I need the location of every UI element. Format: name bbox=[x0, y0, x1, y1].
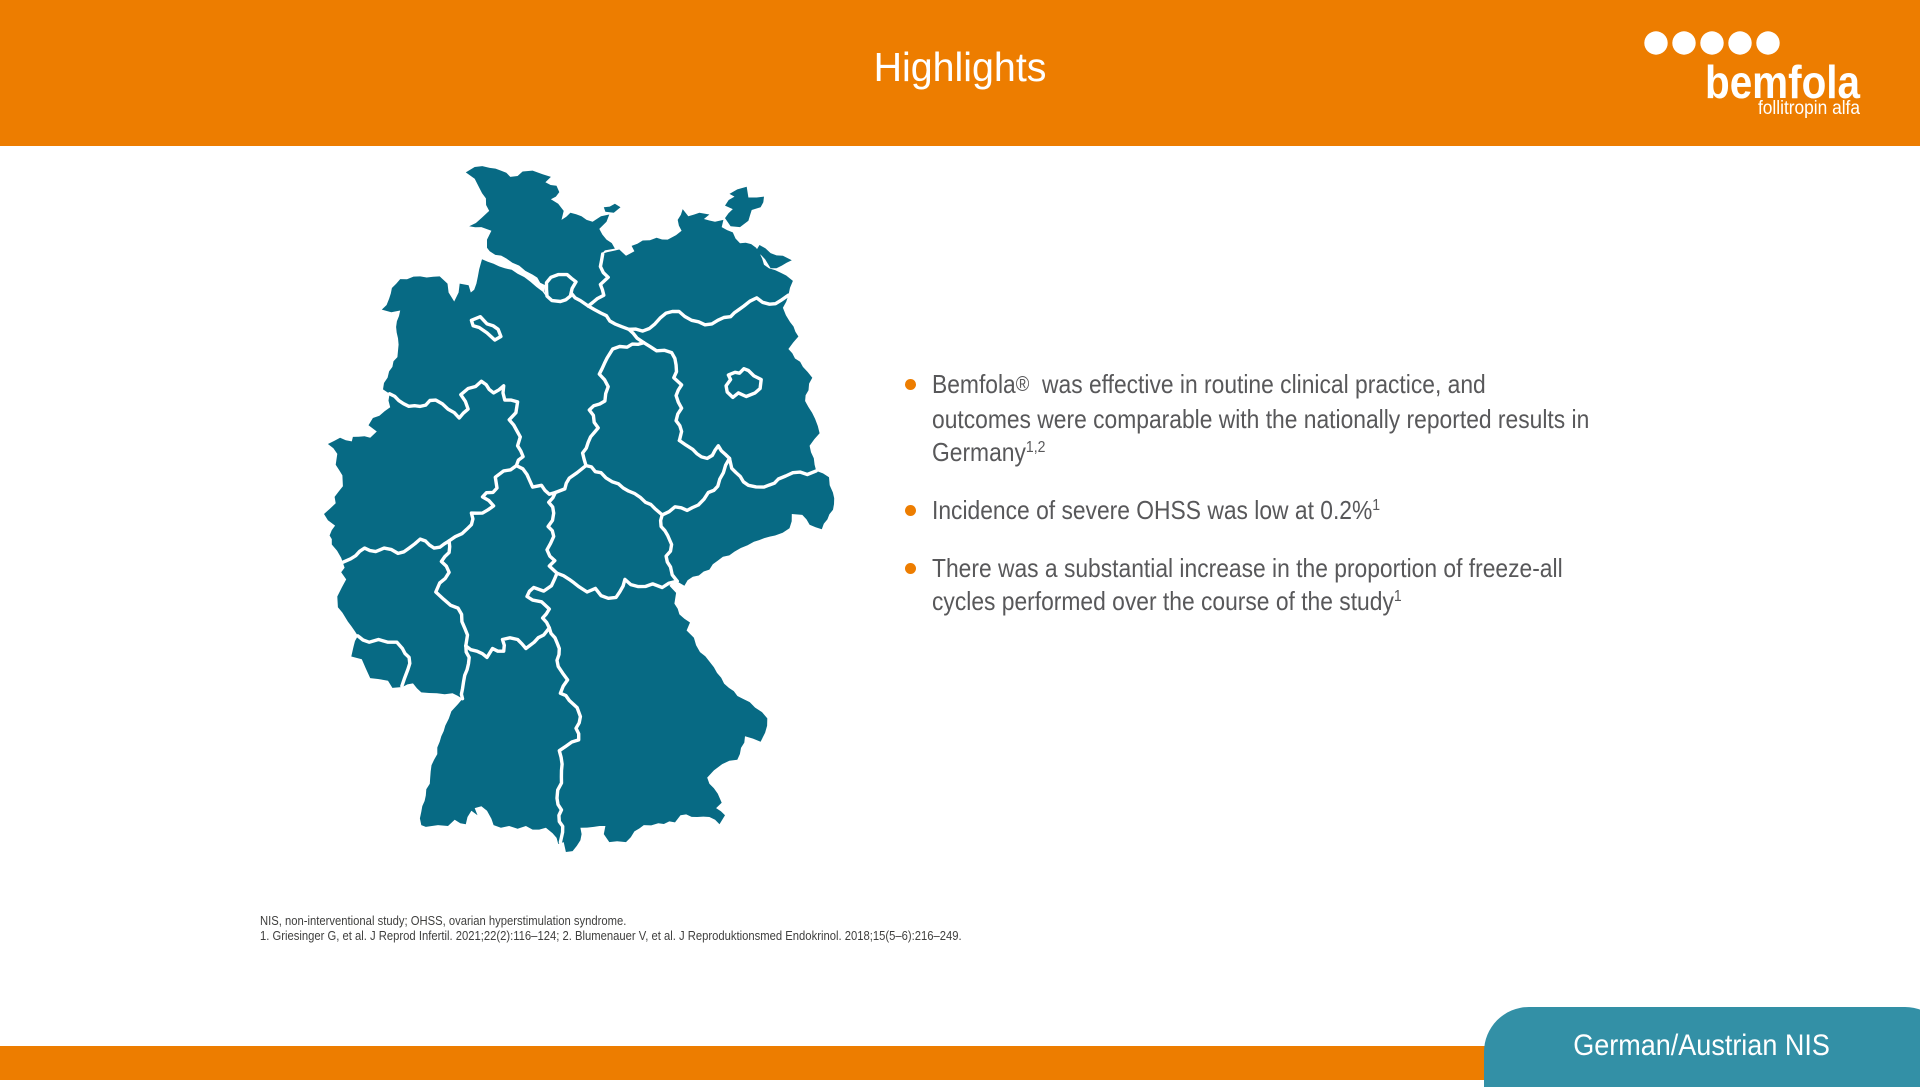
svg-text:follitropin alfa: follitropin alfa bbox=[1758, 98, 1860, 119]
svg-text:bemfola: bemfola bbox=[1705, 56, 1860, 108]
